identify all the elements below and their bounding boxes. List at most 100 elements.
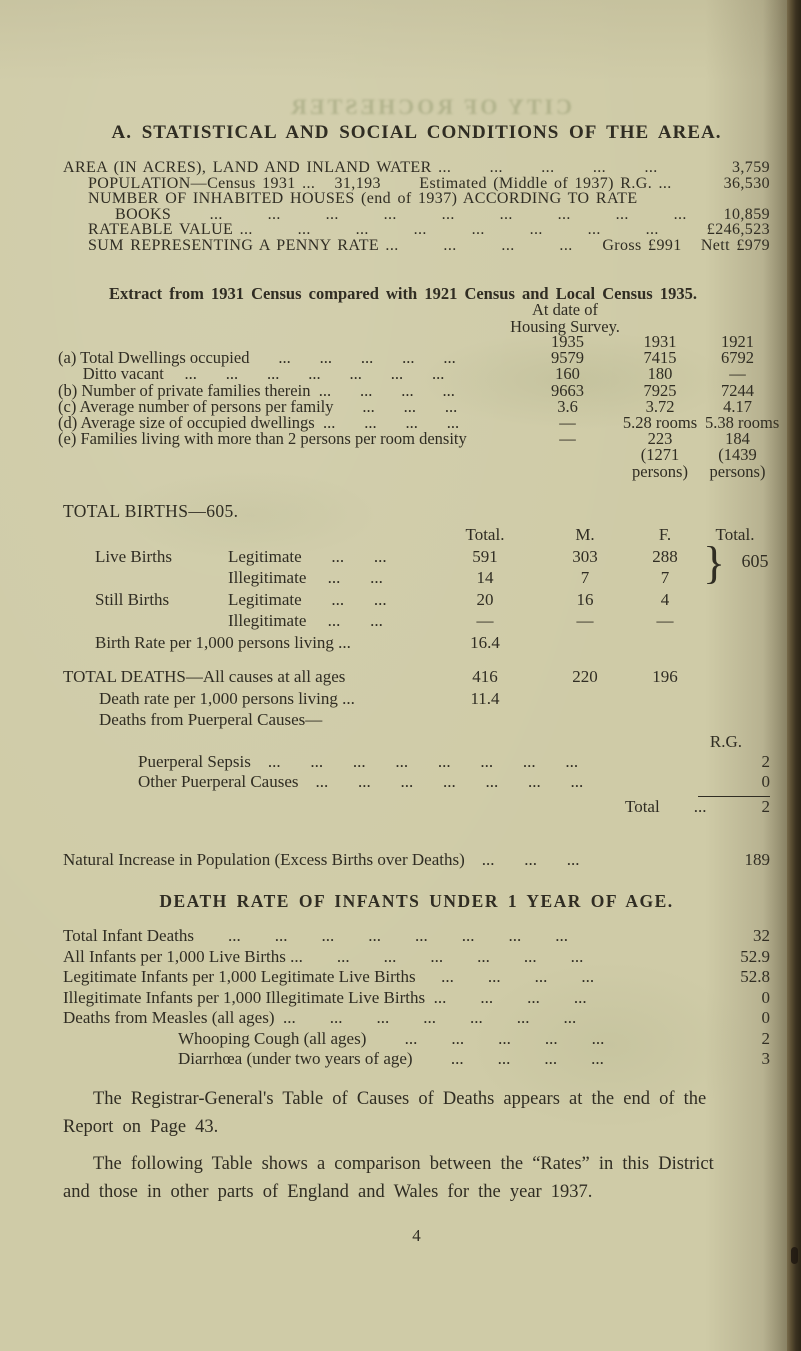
census-cell: 180 xyxy=(647,364,673,384)
births-cell: 288 xyxy=(652,546,678,566)
puerperal-heading: Deaths from Puerperal Causes— xyxy=(99,710,323,729)
births-table: TOTAL BIRTHS—605. Total. M. F. Total. Li… xyxy=(63,500,770,653)
infant-stat-line: All Infants per 1,000 Live Births ... ..… xyxy=(63,947,770,968)
census-cell: 3.72 xyxy=(645,396,675,416)
row-value: 189 xyxy=(744,850,771,869)
stat-line-inhabited-houses: NUMBER OF INHABITED HOUSES (end of 1937)… xyxy=(63,191,770,207)
registrar-general-abbr: R.G. xyxy=(709,731,742,751)
birth-rate-value: 16.4 xyxy=(470,632,500,652)
infant-mortality-list: Total Infant Deaths ... ... ... ... ... … xyxy=(63,926,770,1070)
stat-line-books: BOOKS ... ... ... ... ... ... ... ... ..… xyxy=(63,205,770,223)
births-cell xyxy=(63,567,178,589)
infant-stat-line: Total Infant Deaths ... ... ... ... ... … xyxy=(63,926,770,947)
census-cell: (e) Families living with more than 2 per… xyxy=(58,429,467,449)
census-year-header: 1921 xyxy=(721,332,754,351)
stat-value: 10,859 xyxy=(723,205,770,223)
census-row-dwellings-occupied: (a) Total Dwellings occupied ... ... ...… xyxy=(55,348,770,368)
registrar-paragraph: The Registrar-General's Table of Causes … xyxy=(63,1086,770,1141)
census-row-overcrowded-families: (e) Families living with more than 2 per… xyxy=(55,429,770,449)
deaths-cell xyxy=(700,666,770,688)
births-row-still-legitimate: Still Births Legitimate ... ... 20 16 4 xyxy=(63,589,770,611)
births-header-row: Total. M. F. Total. xyxy=(63,524,770,546)
births-cell: Illegitimate ... ... xyxy=(228,611,383,630)
stat-line-rateable-value: RATEABLE VALUE ... ... ... ... ... ... .… xyxy=(63,222,770,238)
row-label: Total Infant Deaths ... ... ... ... ... … xyxy=(63,926,568,945)
infant-stat-line: Diarrhœa (under two years of age) ... ..… xyxy=(63,1049,770,1070)
infant-stat-line: Whooping Cough (all ages) ... ... ... ..… xyxy=(63,1029,770,1050)
births-cell: Live Births xyxy=(95,546,172,566)
census-cell xyxy=(55,464,520,480)
census-extract-heading: Extract from 1931 Census compared with 1… xyxy=(109,284,697,303)
row-label: Natural Increase in Population (Excess B… xyxy=(63,850,580,869)
census-row-persons-per-family: (c) Average number of persons per family… xyxy=(55,396,770,416)
census-row-private-families: (b) Number of private families therein .… xyxy=(55,380,770,400)
births-cell: — xyxy=(656,611,674,630)
births-row-live-illegitimate: Illegitimate ... ... 14 7 7 xyxy=(63,567,770,589)
deaths-total-row: TOTAL DEATHS—All causes at all ages 416 … xyxy=(63,666,770,688)
census-cell: 223 xyxy=(647,429,673,449)
census-cell xyxy=(520,464,615,480)
row-label: Whooping Cough (all ages) ... ... ... ..… xyxy=(178,1028,605,1048)
deaths-section: TOTAL DEATHS—All causes at all ages 416 … xyxy=(63,666,770,816)
census-cell: Ditto vacant ... ... ... ... ... ... ... xyxy=(58,364,445,384)
census-cell: 5.28 rooms xyxy=(622,413,698,433)
deaths-total-value: 416 xyxy=(472,667,498,686)
births-cell: 4 xyxy=(660,589,670,609)
page-number: 4 xyxy=(412,1226,421,1245)
births-row-still-illegitimate: Illegitimate ... ... — — — xyxy=(63,610,770,632)
death-rate-label: Death rate per 1,000 persons living ... xyxy=(99,688,355,708)
census-cell: 7415 xyxy=(643,348,677,368)
stat-value: 36,530 xyxy=(723,174,770,192)
births-cell: Legitimate ... ... xyxy=(228,546,387,566)
brace-glyph: } xyxy=(703,537,726,588)
census-cell: 160 xyxy=(555,364,580,384)
death-rate-row: Death rate per 1,000 persons living ... … xyxy=(63,688,770,710)
census-survey-note: At date of Housing Survey. xyxy=(455,301,675,335)
census-cell: (c) Average number of persons per family… xyxy=(58,396,458,416)
census-cell: persons) xyxy=(632,461,688,481)
row-label: Other Puerperal Causes ... ... ... ... .… xyxy=(138,772,584,791)
row-value: 0 xyxy=(761,772,771,791)
area-statistics-list: AREA (IN ACRES), LAND AND INLAND WATER .… xyxy=(63,160,770,254)
stat-value: Gross £991 Nett £979 xyxy=(602,236,770,254)
stat-label: NUMBER OF INHABITED HOUSES (end of 1937)… xyxy=(88,190,638,208)
census-cell: 3.6 xyxy=(557,396,578,416)
births-cell: Illegitimate ... ... xyxy=(228,568,383,587)
infant-mortality-heading: DEATH RATE OF INFANTS UNDER 1 YEAR OF AG… xyxy=(159,891,674,911)
other-puerperal-row: Other Puerperal Causes ... ... ... ... .… xyxy=(63,772,770,792)
stat-line-area: AREA (IN ACRES), LAND AND INLAND WATER .… xyxy=(63,160,770,176)
deaths-female-value: 196 xyxy=(652,667,678,686)
book-gutter-shadow xyxy=(787,0,801,1351)
deaths-cell xyxy=(540,688,630,710)
column-header-total: Total. xyxy=(465,525,505,544)
births-cell: 303 xyxy=(572,546,598,566)
births-cell: 7 xyxy=(660,568,670,587)
births-cell: — xyxy=(476,611,494,630)
row-value: 2 xyxy=(761,752,771,771)
paragraph-line: The following Table shows a comparison b… xyxy=(93,1154,714,1174)
census-cell: — xyxy=(729,364,746,384)
births-cell xyxy=(178,524,430,546)
stat-label: AREA (IN ACRES), LAND AND INLAND WATER .… xyxy=(63,159,658,176)
census-cell xyxy=(520,447,615,463)
total-value: 2 xyxy=(761,797,771,816)
birth-rate-row: Birth Rate per 1,000 persons living ... … xyxy=(63,632,770,654)
births-row-live-legitimate: Live Births Legitimate ... ... 591 303 2… xyxy=(63,546,770,568)
stat-label: POPULATION—Census 1931 ... 31,193 Estima… xyxy=(88,174,672,192)
census-year-header-row: 1935 1931 1921 xyxy=(55,332,770,351)
deaths-cell xyxy=(630,688,700,710)
births-cell: 591 xyxy=(472,546,498,566)
census-year-header: 1935 xyxy=(551,332,584,351)
row-value: 32 xyxy=(753,926,770,945)
births-cell xyxy=(63,524,178,546)
births-cell: 7 xyxy=(580,568,590,587)
census-cell: (1271 xyxy=(640,445,680,465)
natural-increase-row: Natural Increase in Population (Excess B… xyxy=(63,850,770,870)
stat-line-population: POPULATION—Census 1931 ... 31,193 Estima… xyxy=(63,174,770,192)
sum-rule xyxy=(698,796,770,797)
puerperal-sepsis-row: Puerperal Sepsis ... ... ... ... ... ...… xyxy=(63,752,770,772)
births-cell xyxy=(700,589,770,611)
census-row-persons-note-1: (1271 (1439 xyxy=(55,445,770,465)
census-cell: 7244 xyxy=(721,380,754,400)
